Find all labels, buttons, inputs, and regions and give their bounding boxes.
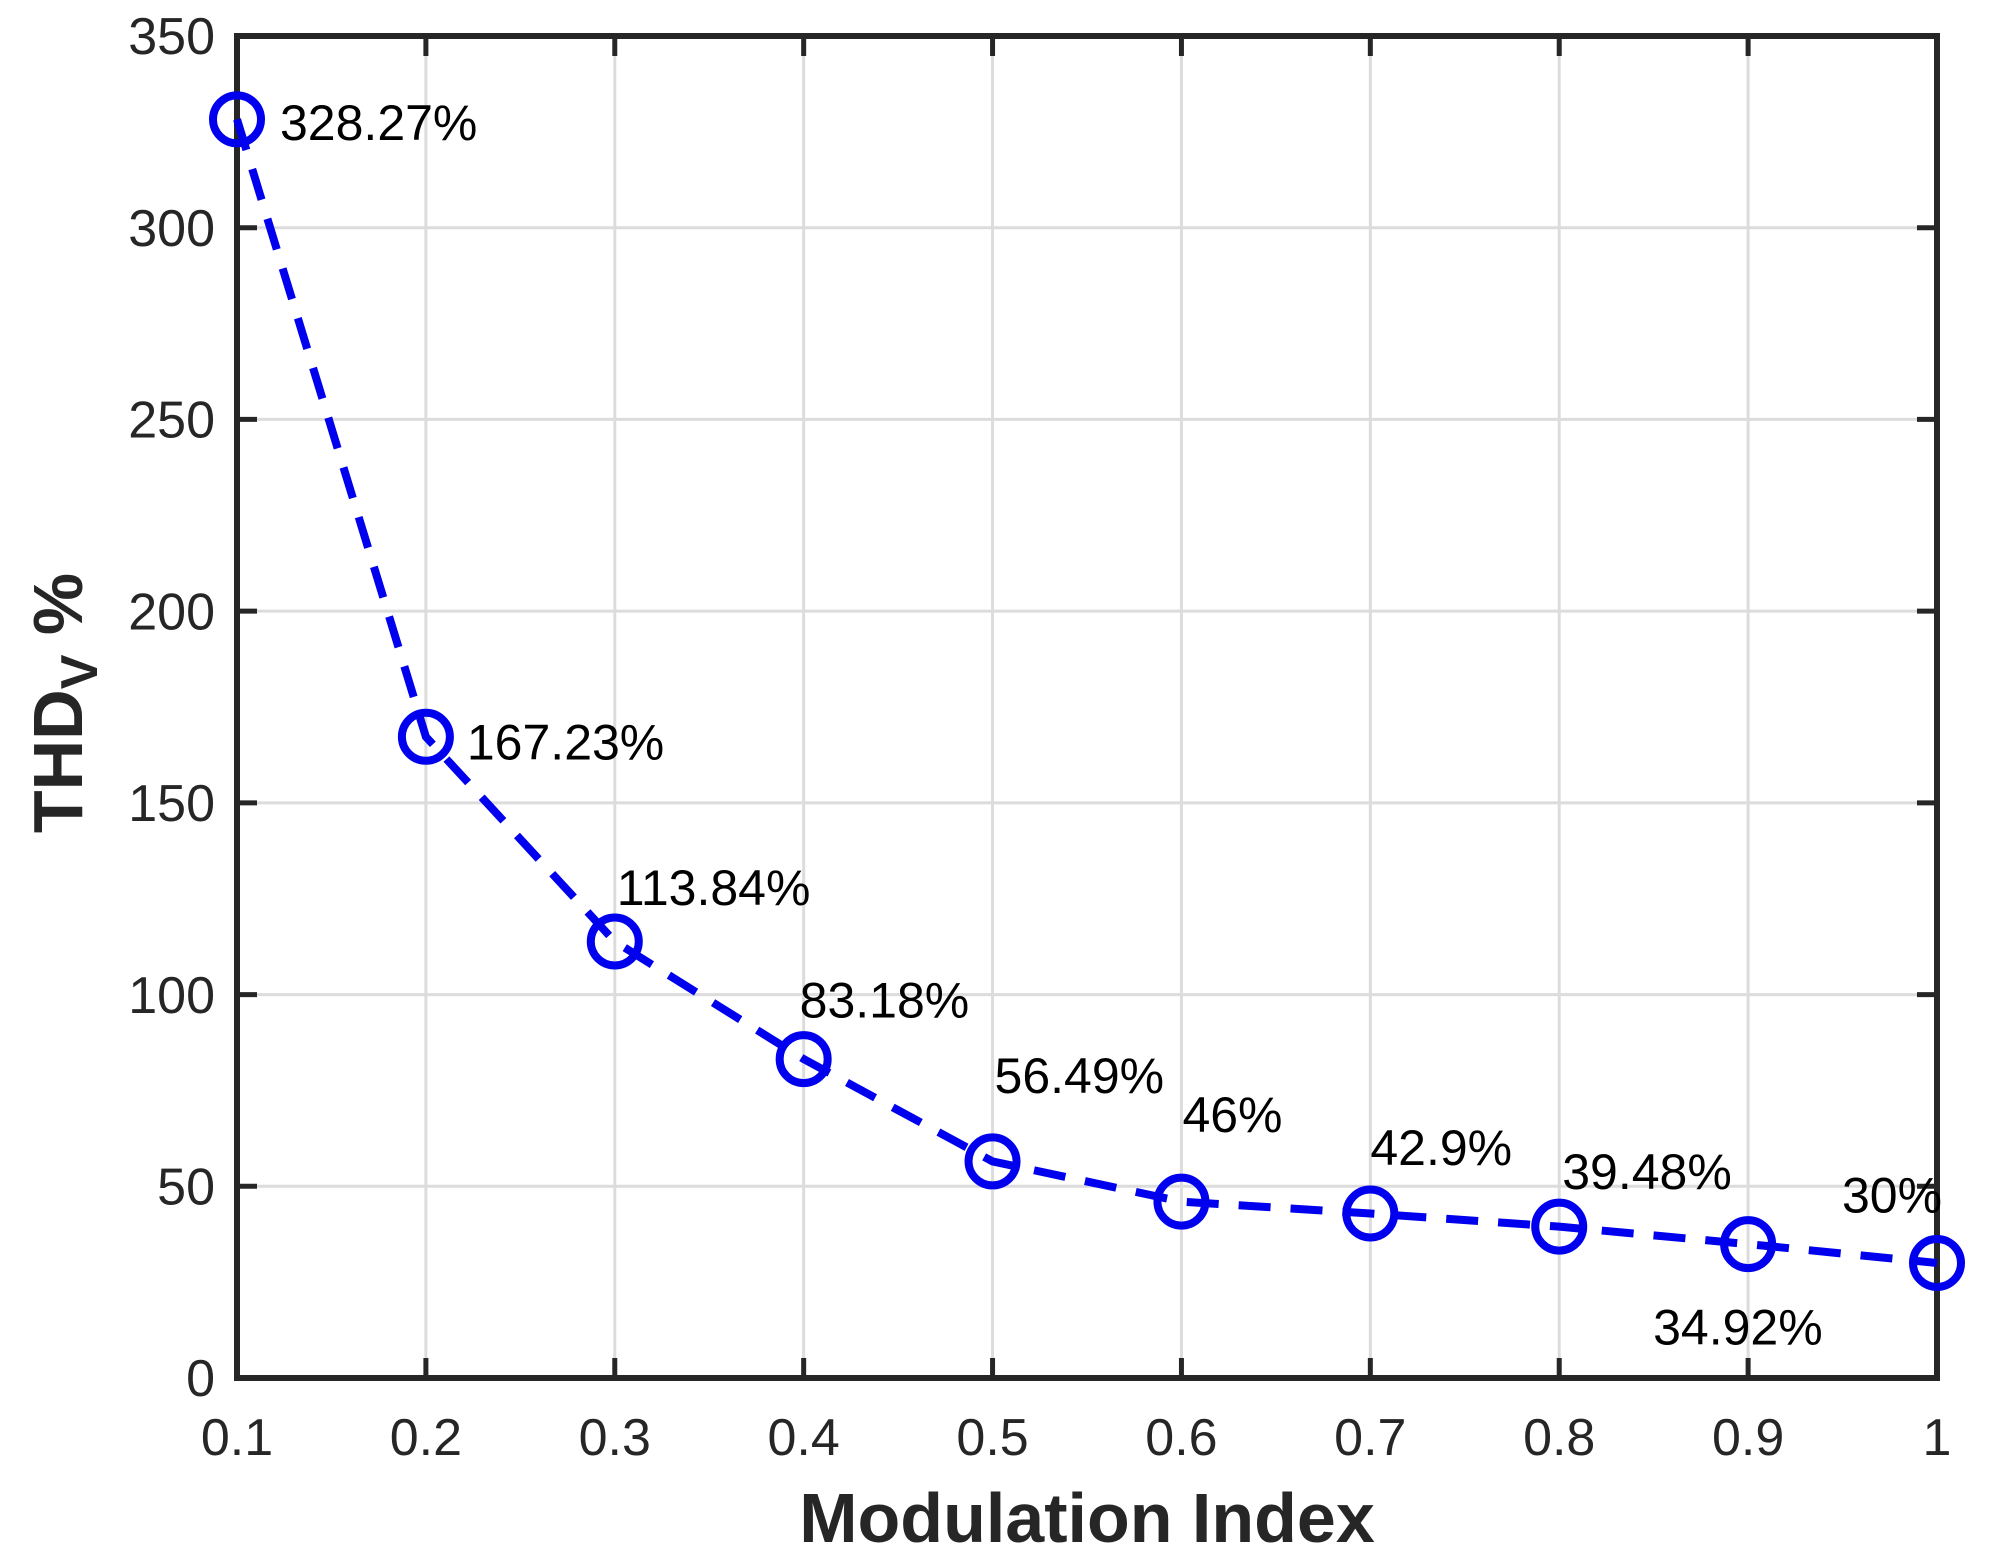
x-tick-label: 0.3 (579, 1409, 651, 1467)
data-point-label: 30% (1842, 1167, 1942, 1223)
data-point-label: 39.48% (1562, 1144, 1732, 1200)
y-tick-label: 200 (128, 583, 215, 641)
y-axis-label-main: THD (19, 689, 98, 834)
y-tick-label: 0 (186, 1350, 215, 1408)
y-tick-label: 300 (128, 200, 215, 258)
data-point-label: 46% (1182, 1087, 1282, 1143)
y-tick-label: 150 (128, 775, 215, 833)
data-point-label: 328.27% (280, 95, 477, 151)
data-point-label: 56.49% (995, 1048, 1165, 1104)
data-point-label: 42.9% (1370, 1120, 1512, 1176)
plot-box (234, 33, 1940, 1381)
x-tick-label: 0.1 (201, 1409, 273, 1467)
x-tick-label: 0.8 (1523, 1409, 1595, 1467)
x-tick-label: 0.9 (1712, 1409, 1784, 1467)
data-point-marker (1720, 1216, 1777, 1273)
x-tick-label: 1 (1923, 1409, 1952, 1467)
data-point-marker (397, 708, 454, 765)
y-axis-label-suffix: % (19, 572, 98, 655)
data-point-marker (586, 913, 643, 970)
y-tick-label: 50 (157, 1158, 215, 1216)
data-point-marker (1531, 1198, 1588, 1255)
x-tick-label: 0.6 (1145, 1409, 1217, 1467)
x-axis-label: Modulation Index (799, 1479, 1375, 1557)
data-point-marker (209, 91, 265, 148)
series-line (233, 118, 1938, 1267)
data-point-marker (1909, 1234, 1965, 1291)
y-axis-label: THDV % (18, 573, 110, 833)
x-tick-label: 0.2 (390, 1409, 462, 1467)
y-tick-label: 250 (128, 392, 215, 450)
y-axis-label-sub: V (50, 654, 109, 690)
data-point-label: 167.23% (467, 714, 664, 770)
data-point-label: 113.84% (617, 860, 811, 916)
x-tick-label: 0.4 (768, 1409, 840, 1467)
data-point-label: 34.92% (1653, 1300, 1823, 1356)
data-point-marker (775, 1031, 832, 1088)
x-tick-label: 0.5 (956, 1409, 1028, 1467)
data-point-marker (1342, 1185, 1399, 1242)
y-tick-label: 350 (128, 8, 215, 66)
data-point-marker (964, 1133, 1021, 1190)
y-tick-label: 100 (128, 967, 215, 1025)
data-point-marker (1153, 1173, 1210, 1230)
data-point-label: 83.18% (800, 973, 970, 1029)
x-tick-label: 0.7 (1334, 1409, 1406, 1467)
